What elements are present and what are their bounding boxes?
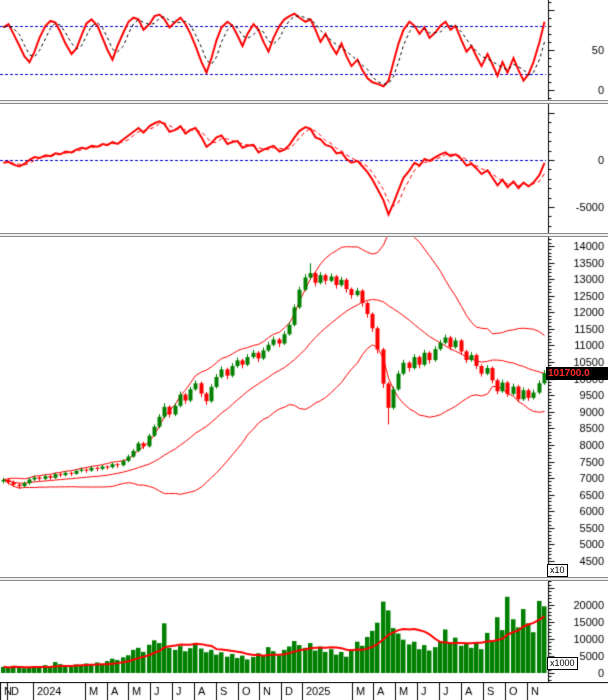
volume-panel-canvas[interactable]: [0, 581, 608, 682]
price-scale-multiplier-label: x10: [547, 564, 568, 577]
stochastic-panel-canvas[interactable]: [0, 0, 608, 100]
volume-scale-multiplier-label: x1000: [547, 657, 578, 670]
momentum-panel-canvas[interactable]: [0, 104, 608, 233]
panel-splitter[interactable]: [0, 233, 608, 237]
last-price-marker: 101700.0: [546, 367, 608, 380]
panel-splitter[interactable]: [0, 100, 608, 104]
price-panel-canvas[interactable]: [0, 237, 608, 577]
time-axis-canvas[interactable]: [0, 682, 608, 700]
panel-splitter[interactable]: [0, 577, 608, 581]
